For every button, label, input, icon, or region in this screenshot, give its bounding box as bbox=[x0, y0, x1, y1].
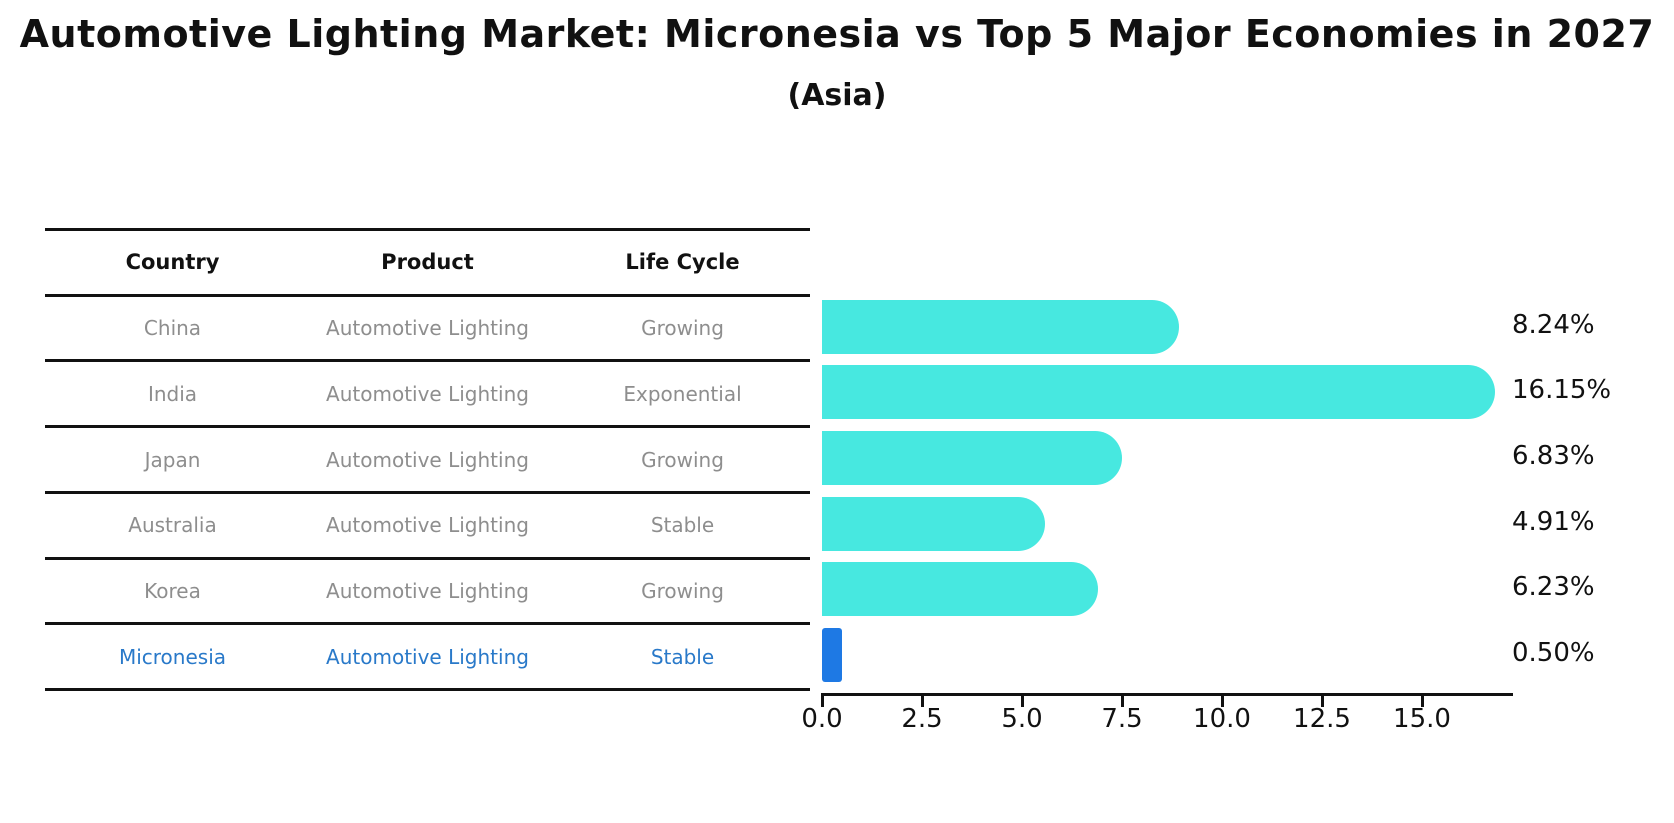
cell-life-cycle: Stable bbox=[650, 513, 715, 538]
table-row-china: China Automotive Lighting Growing bbox=[45, 297, 810, 363]
value-label-micronesia: 0.50% bbox=[1512, 638, 1595, 669]
x-axis-tick-label: 10.0 bbox=[1193, 704, 1251, 734]
cell-life-cycle: Growing bbox=[641, 447, 724, 472]
cell-product: Automotive Lighting bbox=[326, 644, 529, 669]
value-label-china: 8.24% bbox=[1512, 309, 1595, 340]
bar-japan bbox=[822, 431, 1123, 485]
x-axis-tick bbox=[1420, 693, 1424, 707]
x-axis-tick bbox=[1220, 693, 1224, 707]
table-row-australia: Australia Automotive Lighting Stable bbox=[45, 494, 810, 560]
x-axis-line bbox=[822, 693, 1513, 696]
chart-subtitle: (Asia) bbox=[787, 78, 887, 113]
cell-country: Australia bbox=[128, 513, 217, 538]
table-row-japan: Japan Automotive Lighting Growing bbox=[45, 428, 810, 494]
x-axis-tick bbox=[820, 693, 824, 707]
cell-country: Micronesia bbox=[118, 644, 227, 669]
column-header-product: Product bbox=[381, 250, 474, 275]
bar-india bbox=[822, 365, 1495, 420]
chart-title: Automotive Lighting Market: Micronesia v… bbox=[19, 12, 1655, 56]
x-axis-tick-label: 2.5 bbox=[901, 704, 943, 734]
bar-korea bbox=[822, 562, 1099, 617]
cell-life-cycle: Growing bbox=[641, 578, 724, 603]
table-row-india: India Automotive Lighting Exponential bbox=[45, 362, 810, 429]
country-table: Country Product Life Cycle China Automot… bbox=[45, 228, 810, 692]
x-axis-tick-label: 0.0 bbox=[801, 704, 843, 734]
cell-country: China bbox=[143, 316, 202, 341]
bar-micronesia bbox=[822, 628, 842, 683]
cell-country: Korea bbox=[144, 578, 201, 603]
value-label-india: 16.15% bbox=[1512, 375, 1612, 406]
x-axis-tick bbox=[920, 693, 924, 707]
column-header-life-cycle: Life Cycle bbox=[625, 250, 740, 275]
cell-product: Automotive Lighting bbox=[326, 381, 529, 406]
x-axis-tick bbox=[1320, 693, 1324, 707]
value-label-japan: 6.83% bbox=[1512, 441, 1595, 471]
value-label-australia: 4.91% bbox=[1512, 506, 1595, 537]
cell-product: Automotive Lighting bbox=[326, 513, 529, 538]
table-row-korea: Korea Automotive Lighting Growing bbox=[45, 560, 810, 626]
value-label-korea: 6.23% bbox=[1512, 572, 1595, 603]
cell-life-cycle: Exponential bbox=[623, 381, 742, 406]
cell-product: Automotive Lighting bbox=[326, 447, 529, 472]
x-axis-tick-label: 15.0 bbox=[1393, 704, 1451, 734]
table-row-micronesia: Micronesia Automotive Lighting Stable bbox=[45, 625, 810, 692]
cell-country: Japan bbox=[144, 447, 201, 472]
bar-china bbox=[822, 299, 1179, 354]
x-axis-tick bbox=[1120, 693, 1124, 707]
cell-life-cycle: Growing bbox=[641, 316, 724, 341]
cell-product: Automotive Lighting bbox=[326, 316, 529, 341]
x-axis-tick-label: 7.5 bbox=[1101, 704, 1143, 734]
column-header-country: Country bbox=[125, 250, 220, 275]
cell-life-cycle: Stable bbox=[650, 644, 715, 669]
bar-australia bbox=[822, 496, 1046, 551]
x-axis-tick-label: 5.0 bbox=[1001, 704, 1043, 734]
cell-product: Automotive Lighting bbox=[326, 578, 529, 603]
cell-country: India bbox=[147, 381, 198, 406]
table-header-row: Country Product Life Cycle bbox=[45, 231, 810, 297]
x-axis-tick-label: 12.5 bbox=[1293, 704, 1351, 734]
x-axis-tick bbox=[1020, 693, 1024, 707]
